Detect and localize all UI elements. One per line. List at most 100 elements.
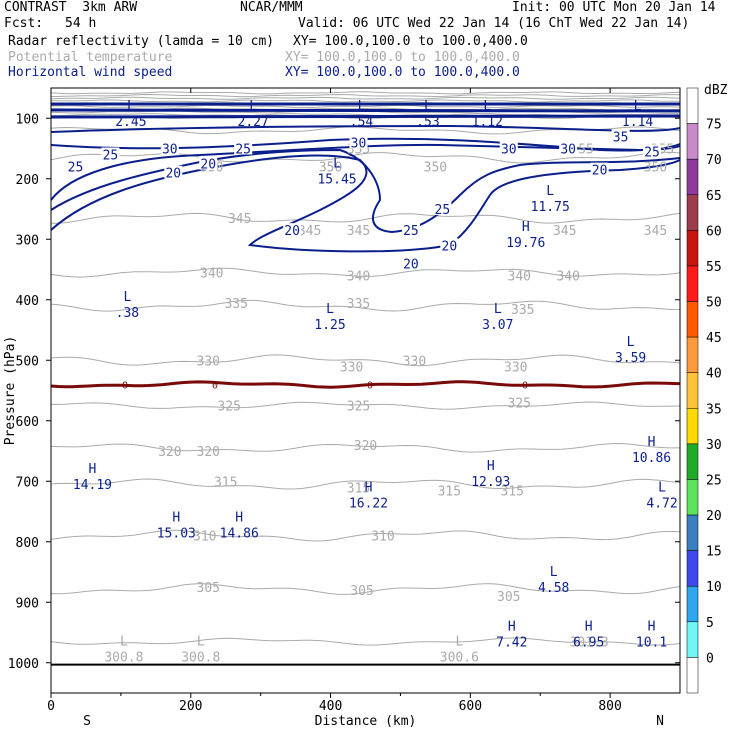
wind-label-bg xyxy=(590,162,609,176)
colorbar-swatch xyxy=(686,123,699,160)
wind-label-bg xyxy=(643,144,662,158)
forecast-label: Fcst: xyxy=(4,16,44,31)
field-theta-xy: XY= 100.0,100.0 to 100.0,400.0 xyxy=(285,50,520,65)
colorbar-swatch xyxy=(686,408,699,445)
theta-contour xyxy=(50,529,681,542)
wind-contour-label: 35 xyxy=(613,130,629,145)
wind-label-bg xyxy=(349,135,368,149)
forecast-hour: 54 h xyxy=(65,16,97,31)
extremum-value: 300.6 xyxy=(440,651,479,666)
extremum-value: .38 xyxy=(116,306,139,321)
theta-contour xyxy=(50,583,681,595)
wind-contour-label: 20 xyxy=(165,167,181,182)
extremum-value: 15.45 xyxy=(317,173,356,188)
model-title: CONTRAST 3km ARW xyxy=(4,0,138,15)
valid-time: Valid: 06 UTC Wed 22 Jan 14 (16 ChT Wed … xyxy=(298,16,690,31)
wind-contour-label: 20 xyxy=(284,224,300,239)
plot-frame xyxy=(50,87,681,694)
theta-contour xyxy=(50,478,681,490)
extremum-marker: H xyxy=(585,620,593,635)
wind-contour-label: 25 xyxy=(644,146,660,161)
theta-contour xyxy=(50,151,681,164)
org-label: NCAR/MMM xyxy=(240,0,303,15)
wind-contour-label: 25 xyxy=(68,161,84,176)
y-tick-label: 700 xyxy=(16,475,39,490)
extremum-value: .54 xyxy=(350,115,374,130)
extremum-marker: L xyxy=(424,99,432,114)
wind-contour-label: 25 xyxy=(403,224,419,239)
theta-contour-label: 340 xyxy=(200,267,223,282)
colorbar-swatch xyxy=(686,372,699,409)
extremum-value: 7.42 xyxy=(496,636,527,651)
extremum-value: 10.1 xyxy=(636,636,667,651)
theta-contour-label: 340 xyxy=(556,270,579,285)
freezing-level-label: 0 xyxy=(367,380,373,391)
colorbar-swatch xyxy=(686,514,699,551)
y-tick-label: 400 xyxy=(16,294,39,309)
wind-label-bg xyxy=(283,223,302,237)
extremum-value: 4.72 xyxy=(646,496,677,511)
wind-label-bg xyxy=(101,147,120,161)
extremum-marker: L xyxy=(455,635,463,650)
y-tick-label: 1000 xyxy=(8,657,39,672)
extremum-value: 14.19 xyxy=(73,478,112,493)
theta-contour-label: 345 xyxy=(553,224,576,239)
theta-contour-upper xyxy=(51,93,681,98)
init-time: Init: 00 UTC Mon 20 Jan 14 xyxy=(512,0,716,15)
theta-contour-label: 350 xyxy=(644,161,667,176)
theta-contour-label: 340 xyxy=(347,270,370,285)
colorbar-swatch xyxy=(686,301,699,338)
colorbar-swatch xyxy=(686,158,699,196)
theta-contour-label: 305 xyxy=(497,590,520,605)
extremum-marker: H xyxy=(648,435,656,450)
colorbar-level-label: 30 xyxy=(706,438,722,453)
theta-contour xyxy=(50,442,680,453)
extremum-marker: L xyxy=(494,302,502,317)
extremum-value: 15.03 xyxy=(157,527,196,542)
wind-contour-20 xyxy=(50,154,681,253)
colorbar-level-label: 45 xyxy=(706,331,722,346)
extremum-marker: H xyxy=(365,480,373,495)
wind-contour-label: 20 xyxy=(592,164,608,179)
field-reflectivity-xy: XY= 100.0,100.0 to 100.0,400.0 xyxy=(293,34,528,49)
colorbar-swatch xyxy=(686,443,699,480)
freezing-level-label: 0 xyxy=(522,380,528,391)
y-tick-label: 800 xyxy=(16,536,39,551)
theta-contour-label: 345 xyxy=(347,224,370,239)
theta-contour-label: 320 xyxy=(354,439,377,454)
wind-contour-label: 30 xyxy=(351,136,367,151)
extremum-value: 14.86 xyxy=(220,527,259,542)
theta-contour-label: 345 xyxy=(228,212,251,227)
extremum-marker: L xyxy=(658,480,666,495)
wind-contour-label: 30 xyxy=(162,143,178,158)
field-wind-xy: XY= 100.0,100.0 to 100.0,400.0 xyxy=(285,65,520,80)
theta-contour-upper xyxy=(51,99,680,103)
extremum-value: 1.14 xyxy=(622,115,653,130)
extremum-marker: L xyxy=(333,157,341,172)
wind-contour-label: 25 xyxy=(235,143,251,158)
theta-contour-label: 325 xyxy=(217,400,240,415)
y-tick-label: 100 xyxy=(16,112,39,127)
extremum-marker: L xyxy=(123,290,131,305)
colorbar-level-label: 35 xyxy=(706,402,722,417)
colorbar-level-label: 65 xyxy=(706,189,722,204)
wind-label-bg xyxy=(401,256,420,270)
extremum-marker: L xyxy=(127,99,135,114)
theta-contour-label: 315 xyxy=(347,481,370,496)
colorbar-level-label: 75 xyxy=(706,118,722,133)
colorbar-level-label: 25 xyxy=(706,473,722,488)
extremum-marker: H xyxy=(172,511,180,526)
theta-contour xyxy=(50,637,681,646)
extremum-value: .53 xyxy=(416,115,439,130)
extremum-marker: L xyxy=(546,184,554,199)
theta-contour-label: 310 xyxy=(371,530,394,545)
colorbar-level-label: 60 xyxy=(706,224,722,239)
wind-label-bg xyxy=(499,141,518,155)
extremum-marker: H xyxy=(487,459,495,474)
wind-label-bg xyxy=(433,202,452,215)
extremum-value: 12.93 xyxy=(471,475,510,490)
theta-contour xyxy=(50,354,681,367)
extremum-value: 19.76 xyxy=(506,236,545,251)
x-tick-label: 800 xyxy=(598,699,621,714)
y-axis-title: Pressure (hPa) xyxy=(3,336,18,446)
